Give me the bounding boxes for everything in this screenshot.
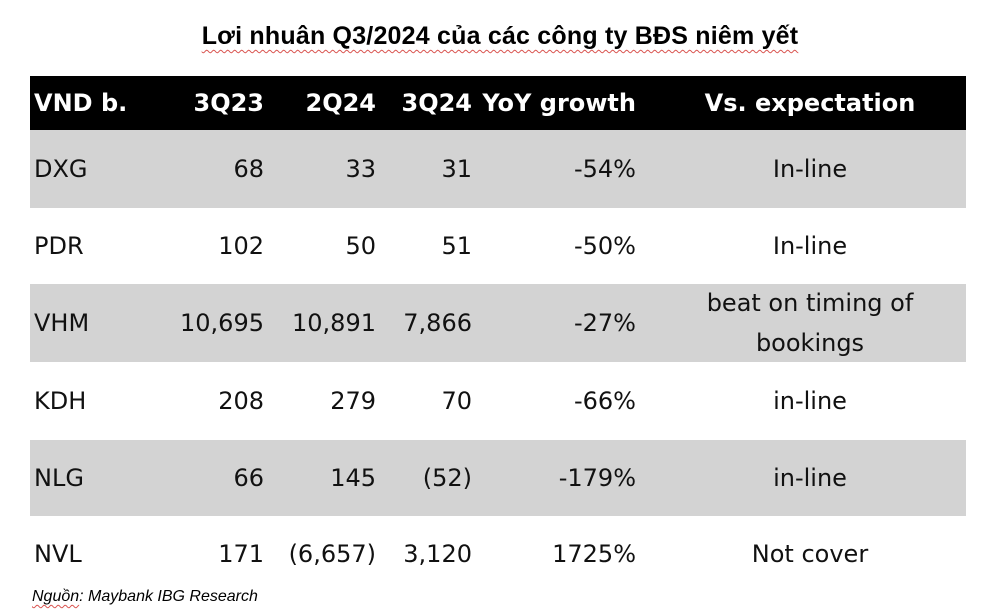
cell-yoy: 1725% [552, 540, 636, 568]
cell-yoy: -50% [573, 232, 636, 260]
cell-3q23: 171 [218, 540, 264, 568]
title-prefix: Lơi nhuân Q3/2024 của các công ty BĐS ni… [201, 22, 762, 50]
cell-3q23: 102 [218, 232, 264, 260]
cell-3q23: 208 [218, 387, 264, 415]
table-row: KDH 208 279 70 -66% in-line [30, 362, 966, 440]
cell-2q24: 145 [330, 464, 376, 492]
cell-vs: Not cover [751, 540, 869, 568]
cell-3q24: 7,866 [403, 309, 472, 337]
cell-3q24: 31 [441, 155, 472, 183]
table-row: NVL 171 (6,657) 3,120 1725% Not cover [30, 516, 966, 592]
table-row: VHM 10,695 10,891 7,866 -27% beat on tim… [30, 284, 966, 362]
cell-name: PDR [34, 232, 84, 260]
header-yoy-growth: YoY growth [482, 89, 636, 117]
cell-vs: in-line [773, 387, 847, 415]
cell-2q24: (6,657) [288, 540, 376, 568]
cell-vs: beat on timing of bookings [706, 289, 914, 357]
source-text: : Maybank IBG Research [79, 588, 258, 605]
cell-name: KDH [34, 387, 87, 415]
cell-yoy: -27% [573, 309, 636, 337]
header-company: VND b. [34, 89, 128, 117]
profit-table: VND b. 3Q23 2Q24 3Q24 YoY growth Vs. exp… [30, 76, 966, 592]
table-header-row: VND b. 3Q23 2Q24 3Q24 YoY growth Vs. exp… [30, 76, 966, 130]
cell-vs: in-line [773, 464, 847, 492]
header-2q24: 2Q24 [305, 89, 377, 117]
cell-3q24: 51 [441, 232, 472, 260]
header-vs-expectation: Vs. expectation [704, 89, 916, 117]
table-row: NLG 66 145 (52) -179% in-line [30, 440, 966, 516]
cell-2q24: 33 [345, 155, 376, 183]
cell-name: NVL [34, 540, 82, 568]
title-last-word: yết [761, 22, 799, 50]
cell-3q24: 70 [441, 387, 472, 415]
cell-3q23: 66 [233, 464, 264, 492]
page-title: Lơi nhuân Q3/2024 của các công ty BĐS ni… [0, 22, 1000, 51]
cell-name: VHM [34, 309, 90, 337]
cell-vs: In-line [772, 232, 848, 260]
cell-2q24: 50 [345, 232, 376, 260]
header-3q23: 3Q23 [193, 89, 265, 117]
cell-3q24: 3,120 [403, 540, 472, 568]
cell-yoy: -54% [573, 155, 636, 183]
header-3q24: 3Q24 [401, 89, 473, 117]
cell-2q24: 279 [330, 387, 376, 415]
cell-name: DXG [34, 155, 88, 183]
cell-2q24: 10,891 [292, 309, 376, 337]
cell-vs: In-line [772, 155, 848, 183]
cell-3q23: 10,695 [180, 309, 264, 337]
cell-yoy: -179% [558, 464, 636, 492]
source-note: Nguồn: Maybank IBG Research [32, 588, 258, 606]
cell-yoy: -66% [573, 387, 636, 415]
cell-name: NLG [34, 464, 84, 492]
cell-3q23: 68 [233, 155, 264, 183]
source-label: Nguồn [32, 588, 80, 605]
table-row: PDR 102 50 51 -50% In-line [30, 208, 966, 284]
table-row: DXG 68 33 31 -54% In-line [30, 130, 966, 208]
cell-3q24: (52) [422, 464, 472, 492]
